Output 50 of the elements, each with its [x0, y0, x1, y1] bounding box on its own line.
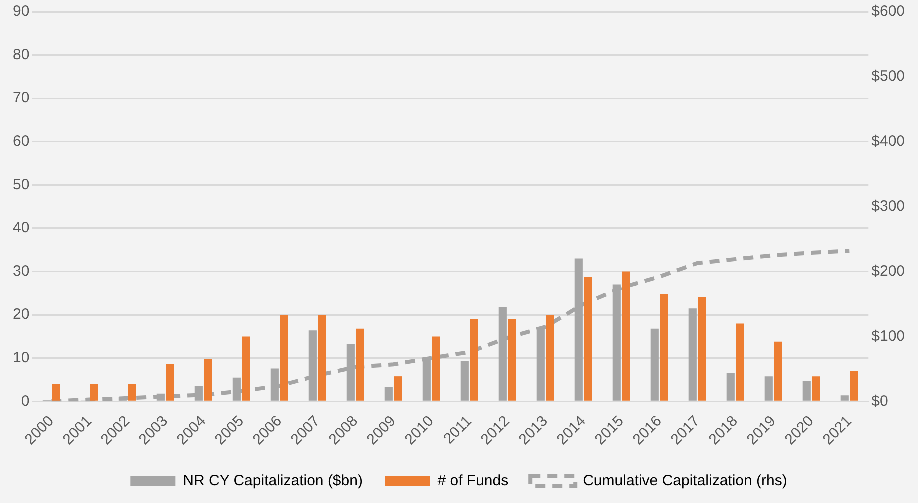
bar	[650, 328, 659, 401]
bar	[356, 328, 364, 401]
legend-label: NR CY Capitalization ($bn)	[183, 472, 363, 490]
bar	[52, 384, 60, 401]
bar	[166, 364, 174, 401]
legend-label: # of Funds	[438, 472, 509, 490]
bar	[90, 384, 98, 401]
bar	[204, 359, 212, 401]
y2-tick-label: $600	[872, 3, 906, 20]
bar	[698, 297, 706, 401]
y-tick-label: 10	[12, 350, 30, 367]
bar	[508, 319, 516, 401]
y-tick-label: 50	[12, 176, 30, 194]
bar	[460, 360, 469, 401]
legend-label: Cumulative Capitalization (rhs)	[583, 472, 788, 490]
y2-tick-label: $0	[872, 392, 888, 410]
bar	[736, 324, 744, 401]
y-tick-label: 70	[12, 90, 30, 107]
bar	[764, 376, 773, 401]
y2-tick-label: $500	[872, 68, 906, 86]
y-tick-label: 0	[21, 392, 30, 410]
bar	[660, 294, 668, 401]
bar	[850, 371, 858, 401]
y-tick-label: 80	[12, 46, 30, 64]
bar	[242, 336, 250, 401]
bar	[318, 315, 326, 401]
bar	[688, 308, 697, 401]
y2-tick-label: $200	[872, 262, 906, 280]
y-tick-label: 60	[12, 133, 30, 150]
bar	[280, 315, 288, 401]
y-tick-label: 20	[12, 306, 30, 324]
bar	[432, 336, 440, 401]
bar	[546, 315, 554, 401]
y2-tick-label: $400	[872, 133, 906, 150]
bar	[470, 319, 478, 401]
bar	[774, 342, 782, 401]
bar	[802, 381, 811, 401]
bar	[384, 387, 393, 401]
y-tick-label: 40	[12, 220, 30, 237]
bar	[394, 376, 402, 401]
bar	[840, 396, 849, 401]
bar	[128, 384, 136, 401]
bar	[584, 276, 592, 401]
y-tick-label: 30	[12, 262, 30, 280]
bar	[622, 272, 630, 401]
y2-tick-label: $300	[872, 198, 906, 215]
bar	[812, 376, 820, 401]
bar	[726, 374, 735, 401]
y-tick-label: 90	[12, 3, 30, 20]
y2-tick-label: $100	[872, 328, 906, 345]
